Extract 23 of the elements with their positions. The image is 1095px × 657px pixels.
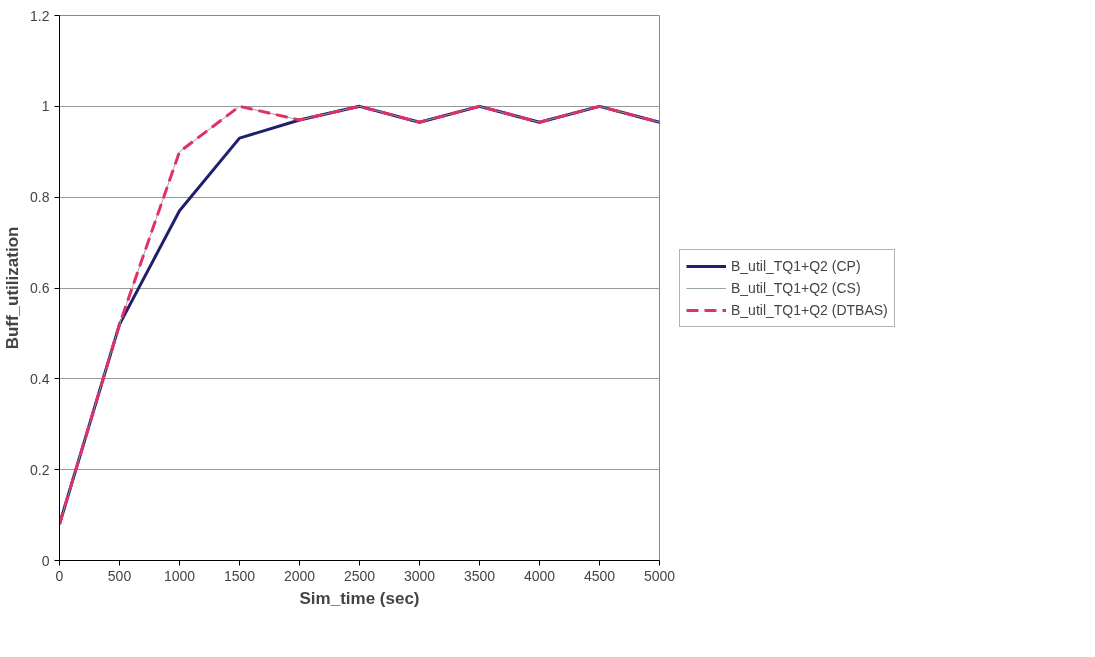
x-tick-label: 4000: [523, 567, 556, 584]
y-tick-label: 0.8: [30, 189, 50, 206]
y-tick-label: 1.2: [30, 7, 50, 24]
y-tick-label: 0.4: [30, 370, 50, 387]
legend-label: B_util_TQ1+Q2 (DTBAS): [731, 301, 888, 318]
legend-label: B_util_TQ1+Q2 (CP): [731, 257, 861, 274]
x-tick-label: 3000: [403, 567, 436, 584]
x-tick-label: 500: [107, 567, 132, 584]
x-tick-label: 5000: [643, 567, 676, 584]
x-axis-title: Sim_time (sec): [299, 588, 420, 608]
x-tick-label: 2500: [343, 567, 376, 584]
y-tick-label: 1: [41, 98, 50, 115]
y-axis-title: Buff_utilization: [3, 226, 23, 350]
x-tick-label: 1500: [223, 567, 256, 584]
x-tick-label: 0: [55, 567, 64, 584]
y-tick-label: 0: [41, 552, 50, 569]
x-tick-label: 1000: [163, 567, 196, 584]
legend-label: B_util_TQ1+Q2 (CS): [731, 279, 861, 296]
x-tick-label: 2000: [283, 567, 316, 584]
x-tick-label: 4500: [583, 567, 616, 584]
y-tick-label: 0.2: [30, 461, 50, 478]
y-tick-label: 0.6: [30, 280, 50, 296]
x-tick-label: 3500: [463, 567, 496, 584]
